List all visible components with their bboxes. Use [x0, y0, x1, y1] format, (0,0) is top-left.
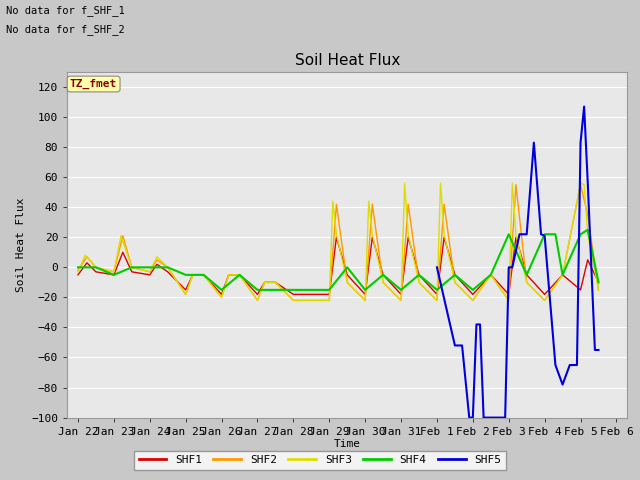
Y-axis label: Soil Heat Flux: Soil Heat Flux [15, 198, 26, 292]
X-axis label: Time: Time [333, 439, 361, 449]
Title: Soil Heat Flux: Soil Heat Flux [294, 53, 400, 68]
Text: TZ_fmet: TZ_fmet [70, 79, 117, 89]
Text: No data for f_SHF_1: No data for f_SHF_1 [6, 5, 125, 16]
Text: No data for f_SHF_2: No data for f_SHF_2 [6, 24, 125, 35]
Legend: SHF1, SHF2, SHF3, SHF4, SHF5: SHF1, SHF2, SHF3, SHF4, SHF5 [134, 451, 506, 469]
